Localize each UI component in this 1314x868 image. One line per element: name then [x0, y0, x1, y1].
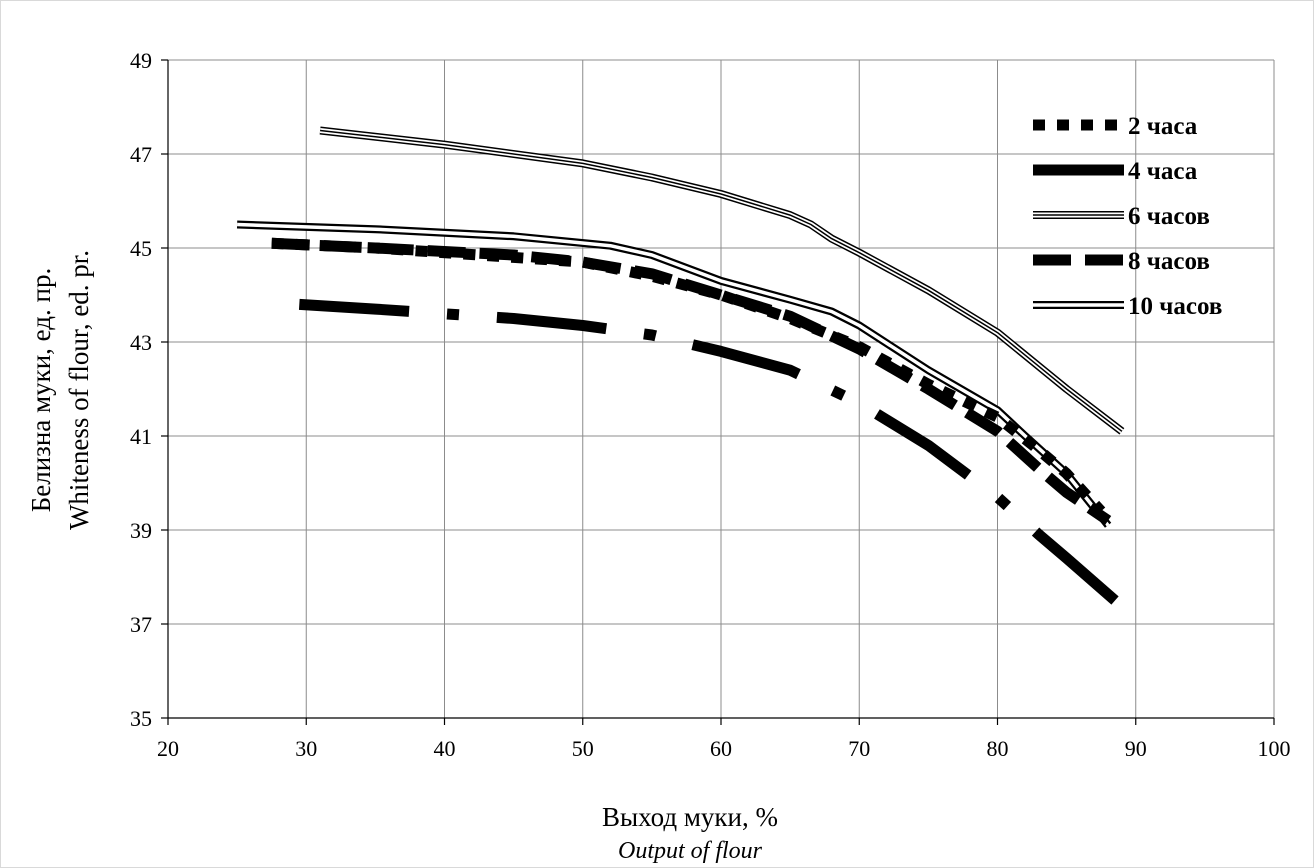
- x-tick-labels: 20 30 40 50 60 70 80 90 100: [157, 736, 1291, 761]
- series-1: [271, 237, 1106, 515]
- series-line: [298, 298, 1119, 605]
- plot-area-frame: [161, 59, 1275, 725]
- x-axis-title: Выход муки, %: [602, 802, 778, 832]
- legend-label: 4 часа: [1128, 158, 1198, 185]
- x-tick-label: 70: [848, 736, 870, 761]
- legend-item: 6 часов: [1033, 203, 1210, 230]
- y-tick-label: 35: [130, 706, 152, 731]
- series-2: [298, 298, 1119, 605]
- legend-item: 8 часов: [1033, 248, 1210, 275]
- series-layer: [236, 126, 1125, 605]
- x-tick-label: 20: [157, 736, 179, 761]
- x-tick-label: 40: [434, 736, 456, 761]
- series-line-inner: [237, 222, 1110, 527]
- x-axis-subtitle: Output of flour: [618, 838, 763, 864]
- y-axis-subtitle: Whiteness of flour, ed. pr.: [64, 250, 94, 530]
- legend: 2 часа 4 часа 6 часов 8 часов 10 часов: [1033, 113, 1222, 320]
- y-tick-label: 49: [130, 48, 152, 73]
- y-tick-label: 43: [130, 330, 152, 355]
- x-tick-label: 90: [1125, 736, 1147, 761]
- y-tick-label: 39: [130, 518, 152, 543]
- x-tick-label: 30: [295, 736, 317, 761]
- y-tick-label: 37: [130, 612, 152, 637]
- legend-item: 2 часа: [1033, 113, 1198, 140]
- x-tick-label: 100: [1258, 736, 1291, 761]
- legend-item: 4 часа: [1033, 158, 1198, 185]
- y-tick-label: 41: [130, 424, 152, 449]
- series-line: [271, 237, 1106, 515]
- gridlines: [167, 59, 1275, 719]
- y-tick-label: 45: [130, 236, 152, 261]
- y-tick-label: 47: [130, 142, 152, 167]
- x-tick-label: 50: [572, 736, 594, 761]
- legend-item: 10 часов: [1033, 293, 1222, 320]
- y-axis-title: Белизна муки, ед. пр.: [26, 268, 56, 512]
- x-tick-label: 60: [710, 736, 732, 761]
- series-3: [319, 126, 1125, 435]
- legend-label: 2 часа: [1128, 113, 1198, 140]
- x-tick-label: 80: [987, 736, 1009, 761]
- legend-label: 8 часов: [1128, 248, 1210, 275]
- series-line-core: [320, 129, 1123, 432]
- series-5: [236, 220, 1112, 528]
- legend-label: 6 часов: [1128, 203, 1210, 230]
- y-tick-labels: 35 37 39 41 43 45 47 49: [130, 48, 152, 731]
- legend-label: 10 часов: [1128, 293, 1222, 320]
